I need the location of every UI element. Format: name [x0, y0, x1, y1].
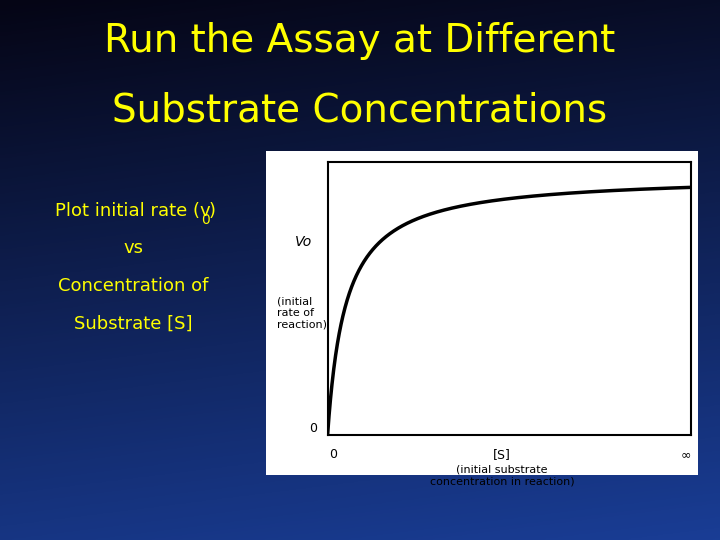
Text: 0: 0 — [202, 213, 210, 227]
Text: ∞: ∞ — [680, 448, 691, 461]
Text: (initial substrate
concentration in reaction): (initial substrate concentration in reac… — [430, 464, 575, 486]
Text: Concentration of: Concentration of — [58, 277, 208, 295]
Text: Vo: Vo — [295, 235, 312, 249]
Text: [S]: [S] — [493, 448, 511, 461]
Text: Plot initial rate (v: Plot initial rate (v — [55, 201, 211, 220]
Text: 0: 0 — [329, 448, 338, 461]
Text: Substrate [S]: Substrate [S] — [74, 315, 192, 333]
Text: (initial
rate of
reaction): (initial rate of reaction) — [277, 296, 327, 330]
Text: Run the Assay at Different: Run the Assay at Different — [104, 22, 616, 59]
Text: vs: vs — [123, 239, 143, 258]
Text: ): ) — [208, 201, 215, 220]
Text: 0: 0 — [309, 422, 317, 435]
Text: Substrate Concentrations: Substrate Concentrations — [112, 92, 608, 130]
Bar — [266, 151, 698, 475]
